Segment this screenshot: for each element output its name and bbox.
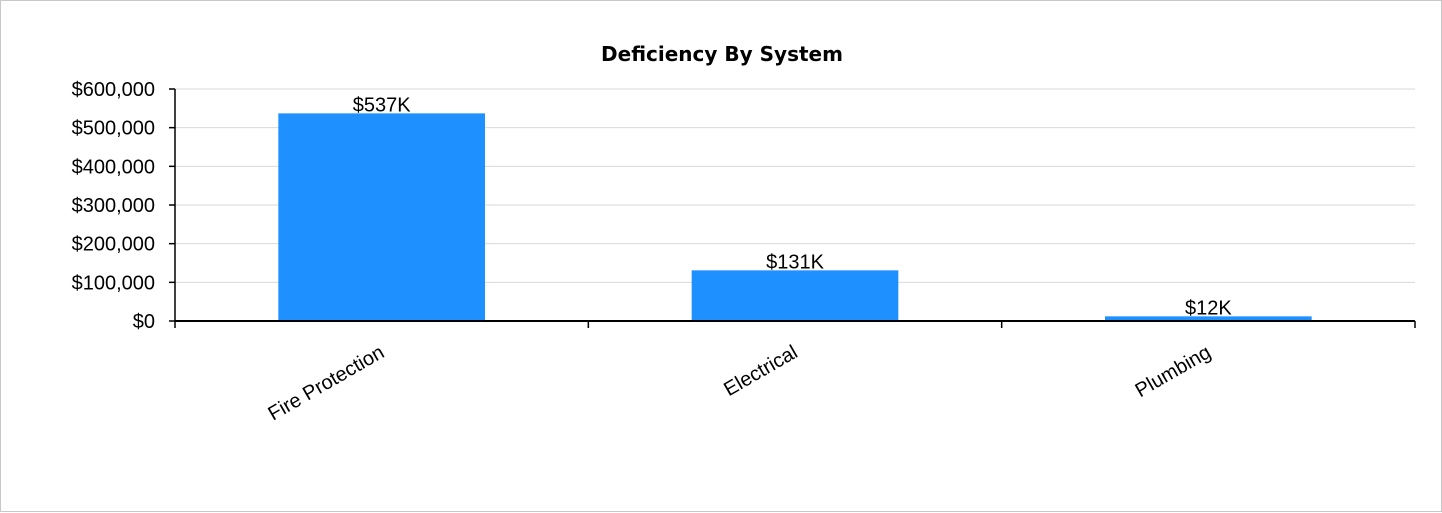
data-labels: $537K $131K $12K [353,94,1233,319]
y-tick-label: $400,000 [72,156,155,178]
y-tick-label: $100,000 [72,272,155,294]
x-category-label: Electrical [720,341,801,401]
data-label: $537K [353,94,411,116]
axes [169,88,1416,328]
y-tick-label: $200,000 [72,234,155,256]
y-tick-label: $0 [133,311,155,333]
chart-title: Deficiency By System [601,42,843,66]
bar [278,113,485,321]
y-axis-ticks: $0 $100,000 $200,000 $300,000 $400,000 $500,0… [72,79,155,333]
bar [1105,316,1312,321]
y-tick-label: $300,000 [72,195,155,217]
bar [691,270,899,321]
x-axis-categories: Fire Protection Electrical Plumbing [265,341,1215,425]
bars [278,113,1312,321]
data-label: $131K [766,251,824,273]
y-tick-label: $600,000 [72,79,155,101]
y-tick-label: $500,000 [72,118,155,140]
data-label: $12K [1185,297,1232,319]
x-category-label: Fire Protection [265,341,389,425]
x-category-label: Plumbing [1132,341,1215,402]
